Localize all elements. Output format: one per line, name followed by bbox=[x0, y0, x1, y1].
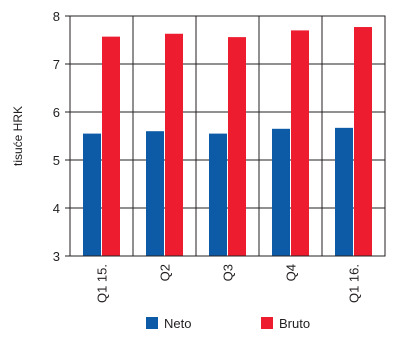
plot-border bbox=[69, 15, 386, 257]
y-tick-label: 7 bbox=[53, 57, 60, 72]
bar-neto bbox=[146, 131, 164, 256]
x-tick-label: Q2 bbox=[158, 264, 173, 281]
legend-swatch-neto bbox=[146, 317, 158, 329]
bar-neto bbox=[209, 133, 227, 256]
bar-neto bbox=[83, 133, 101, 256]
bar-bruto bbox=[102, 36, 120, 256]
bar-bruto bbox=[165, 33, 183, 257]
bar-bruto bbox=[354, 27, 372, 256]
y-axis-title: tisuće HRK bbox=[11, 106, 25, 166]
plot-frame bbox=[65, 15, 386, 257]
legend: Neto Bruto bbox=[146, 316, 310, 331]
bar-bruto bbox=[291, 30, 309, 257]
x-tick-label: Q1 16. bbox=[347, 264, 362, 303]
legend-label-neto: Neto bbox=[164, 316, 191, 331]
y-tick-label: 4 bbox=[53, 201, 60, 216]
bar-neto bbox=[335, 127, 353, 256]
y-tick-label: 8 bbox=[53, 9, 60, 24]
y-tick-label: 6 bbox=[53, 105, 60, 120]
y-tick-labels: 3 4 5 6 7 8 bbox=[53, 9, 60, 264]
legend-label-bruto: Bruto bbox=[279, 316, 310, 331]
y-tick-label: 5 bbox=[53, 153, 60, 168]
bars-layer bbox=[83, 27, 372, 257]
bar-bruto bbox=[228, 37, 246, 257]
y-tick-label: 3 bbox=[53, 249, 60, 264]
bar-neto bbox=[272, 128, 290, 256]
legend-swatch-bruto bbox=[261, 317, 273, 329]
x-tick-label: Q4 bbox=[284, 264, 299, 281]
x-tick-label: Q1 15. bbox=[95, 264, 110, 303]
x-tick-labels: Q1 15. Q2 Q3 Q4 Q1 16. bbox=[95, 264, 362, 303]
x-tick-label: Q3 bbox=[221, 264, 236, 281]
